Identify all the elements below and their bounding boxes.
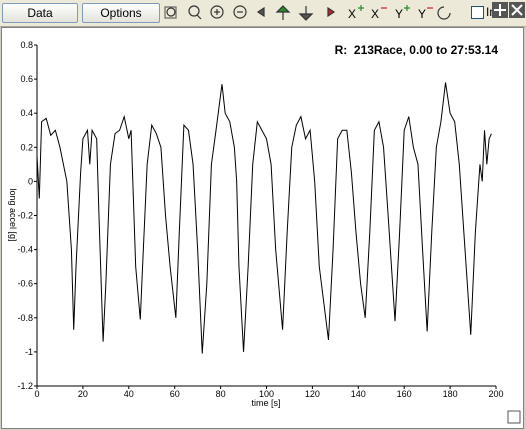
x-tick-label: 180	[443, 389, 458, 399]
zoom-out-icon[interactable]	[233, 5, 247, 19]
y-tick-label: -1	[25, 347, 33, 357]
next-icon[interactable]	[327, 6, 336, 18]
y-tick-label: 0.6	[20, 74, 33, 84]
x-tick-label: 160	[397, 389, 412, 399]
y-tick-label: 0.8	[20, 40, 33, 50]
options-button[interactable]: Options	[82, 3, 160, 23]
chart-panel	[1, 27, 524, 429]
x-tick-label: 200	[488, 389, 503, 399]
y-minus-icon[interactable]: Y	[418, 7, 426, 21]
zoom-in-icon[interactable]	[210, 5, 224, 19]
x-tick-label: 100	[259, 389, 274, 399]
x-tick-label: 60	[170, 389, 180, 399]
y-tick-label: -0.4	[17, 245, 33, 255]
x-tick-label: 140	[351, 389, 366, 399]
y-tick-label: -1.2	[17, 381, 33, 391]
prev-icon[interactable]	[256, 6, 265, 18]
y-tick-label: 0	[28, 176, 33, 186]
x-plus-icon[interactable]: X	[348, 7, 356, 21]
chart-title: R: 213Race, 0.00 to 27:53.14	[335, 43, 499, 57]
checkbox-label: In	[486, 5, 497, 19]
x-tick-label: 20	[78, 389, 88, 399]
x-minus-icon[interactable]: X	[371, 7, 379, 21]
checkbox[interactable]	[471, 6, 484, 19]
x-tick-label: 80	[216, 389, 226, 399]
window-controls	[492, 2, 525, 18]
reset-icon[interactable]	[437, 6, 451, 20]
y-tick-label: -0.8	[17, 313, 33, 323]
data-line	[36, 82, 492, 354]
y-tick-label: -0.2	[17, 211, 33, 221]
toolbar: Data Options X X Y Y In	[0, 0, 526, 27]
x-tick-label: 120	[305, 389, 320, 399]
zoom-box-icon[interactable]	[164, 6, 177, 19]
toolbar-icons: X X Y Y	[164, 5, 451, 21]
y-tick-label: 0.4	[20, 108, 33, 118]
y-tick-label: -0.6	[17, 279, 33, 289]
y-plus-icon[interactable]: Y	[395, 7, 403, 21]
x-axis-label: time [s]	[251, 398, 280, 408]
y-tick-label: 0.2	[20, 142, 33, 152]
x-tick-label: 40	[124, 389, 134, 399]
resize-icon[interactable]	[507, 410, 521, 424]
y-axis-label: long accel [g]	[8, 188, 18, 241]
data-button[interactable]: Data	[2, 3, 78, 23]
x-tick-label: 0	[34, 389, 39, 399]
zoom-icon[interactable]	[188, 5, 200, 17]
